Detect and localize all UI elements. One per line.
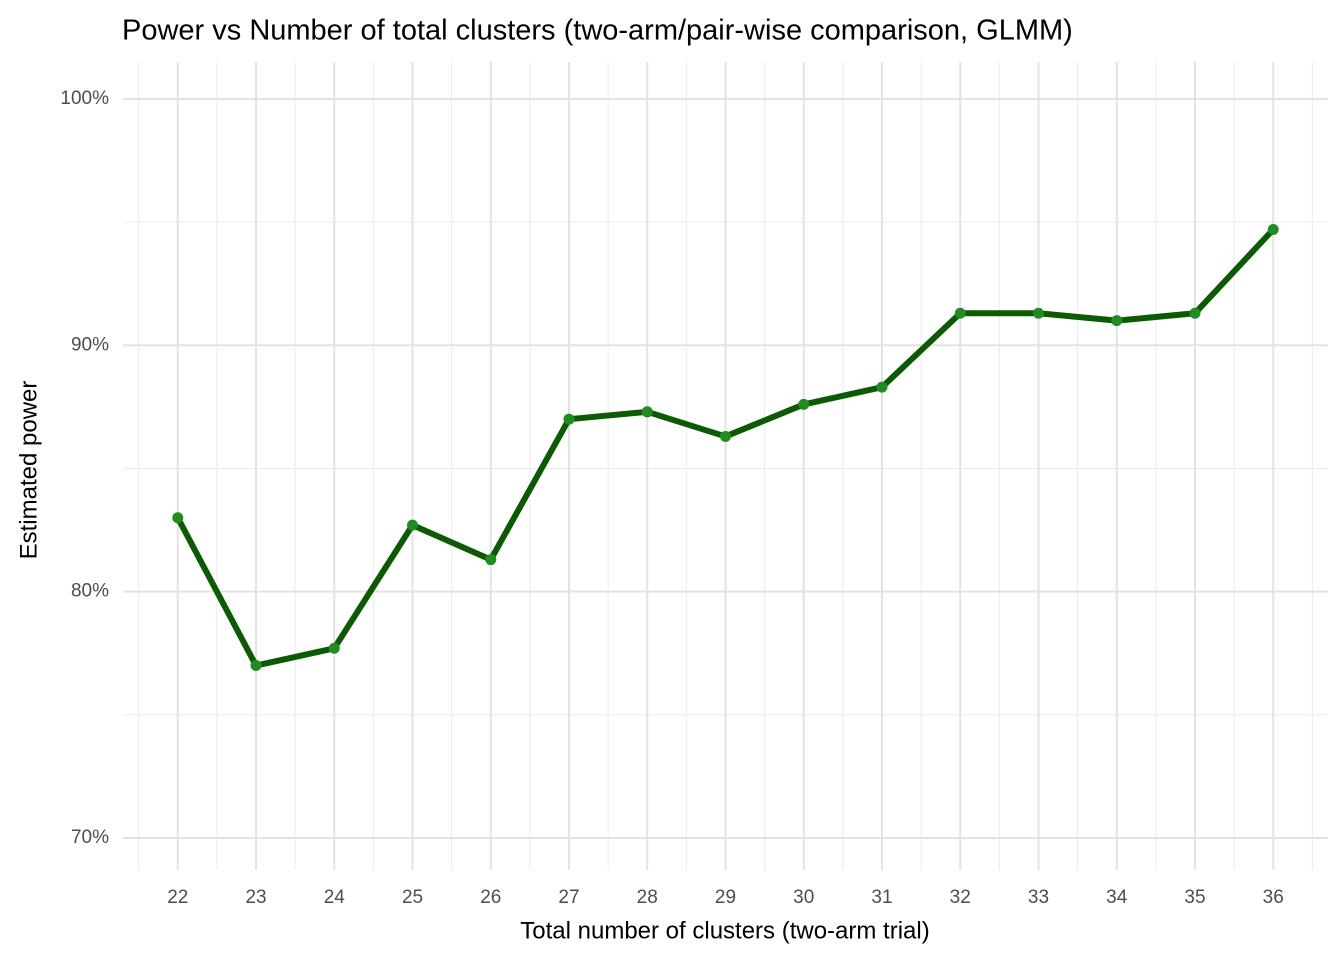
x-tick-label: 34 xyxy=(1106,887,1128,908)
point xyxy=(1267,224,1279,236)
x-tick-label: 25 xyxy=(402,887,423,908)
x-tick-label: 36 xyxy=(1263,887,1284,908)
x-tick-label: 26 xyxy=(480,887,501,908)
y-axis-label: Estimated power xyxy=(15,381,42,560)
y-tick-label: 100% xyxy=(60,88,109,109)
x-tick-label: 27 xyxy=(558,887,579,908)
point xyxy=(1111,315,1123,327)
x-tick-label: 28 xyxy=(637,887,658,908)
x-tick-label: 33 xyxy=(1028,887,1049,908)
point xyxy=(954,307,966,319)
x-tick-label: 24 xyxy=(324,887,346,908)
point xyxy=(720,430,731,442)
y-tick-label: 80% xyxy=(71,581,109,602)
x-tick-label: 22 xyxy=(167,887,188,908)
x-tick-label: 30 xyxy=(793,887,814,908)
point xyxy=(563,413,575,425)
x-tick-label: 35 xyxy=(1184,887,1205,908)
point xyxy=(876,381,888,393)
point xyxy=(407,519,419,531)
x-axis-label: Total number of clusters (two-arm trial) xyxy=(520,917,929,944)
y-tick-label: 70% xyxy=(71,827,109,848)
y-tick-label: 90% xyxy=(71,334,109,355)
x-tick-label: 32 xyxy=(950,887,971,908)
point xyxy=(641,406,653,418)
chart-title: Power vs Number of total clusters (two-a… xyxy=(122,15,1073,47)
point xyxy=(1032,307,1044,319)
point xyxy=(250,660,262,672)
point xyxy=(485,554,497,566)
point xyxy=(798,398,810,410)
point xyxy=(328,642,340,654)
x-tick-label: 23 xyxy=(245,887,266,908)
point xyxy=(1189,307,1201,319)
point xyxy=(172,512,184,524)
x-tick-label: 31 xyxy=(871,887,892,908)
x-tick-label: 29 xyxy=(715,887,736,908)
